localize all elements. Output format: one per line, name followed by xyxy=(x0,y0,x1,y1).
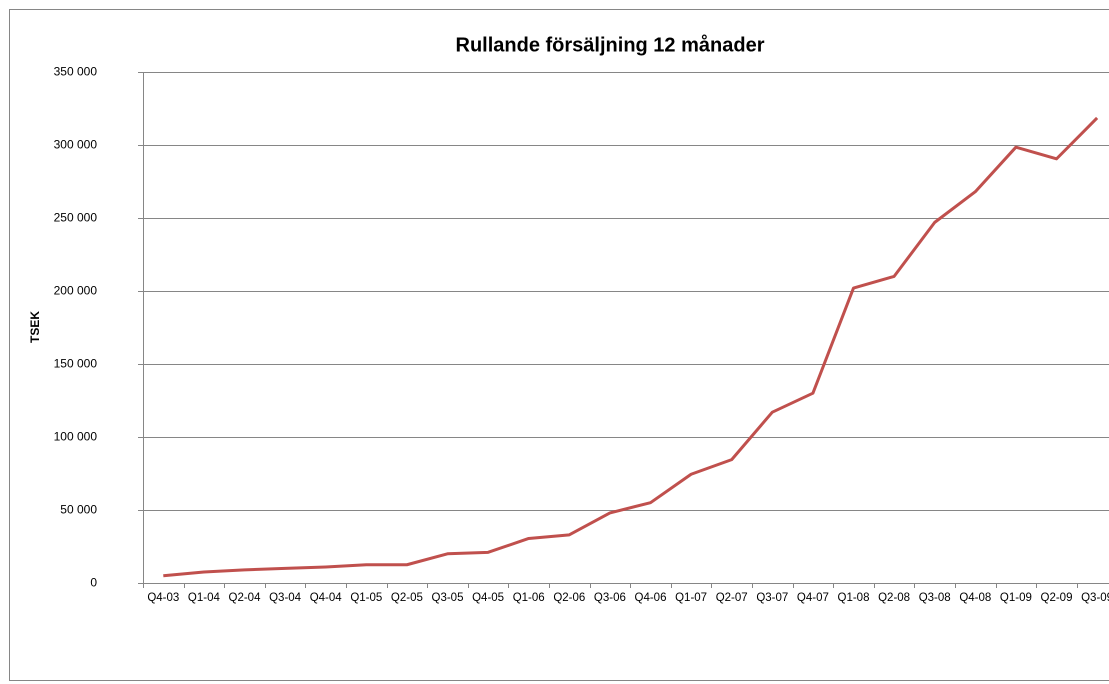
x-tick-label: Q1-05 xyxy=(350,592,382,604)
x-tick-label: Q2-08 xyxy=(878,592,910,604)
y-tick-label: 350 000 xyxy=(54,65,98,79)
x-tick-label: Q3-07 xyxy=(756,592,788,604)
x-tick-label: Q1-06 xyxy=(513,592,545,604)
x-tick-label: Q3-05 xyxy=(432,592,464,604)
x-tick-label: Q3-08 xyxy=(919,592,951,604)
y-tick-label: 150 000 xyxy=(54,357,98,371)
x-tick-label: Q2-05 xyxy=(391,592,423,604)
x-tick-label: Q1-09 xyxy=(1000,592,1032,604)
y-tick-label: 300 000 xyxy=(54,138,98,152)
x-tick-label: Q2-07 xyxy=(716,592,748,604)
y-tick-label: 100 000 xyxy=(54,430,98,444)
y-tick-label: 250 000 xyxy=(54,211,98,225)
x-tick-label: Q4-06 xyxy=(635,592,667,604)
x-tick-label: Q1-04 xyxy=(188,592,221,604)
x-tick-label: Q1-08 xyxy=(838,592,870,604)
x-tick-label: Q4-08 xyxy=(959,592,991,604)
x-tick-label: Q3-09 xyxy=(1081,592,1109,604)
x-tick-label: Q4-07 xyxy=(797,592,829,604)
x-tick-label: Q3-06 xyxy=(594,592,626,604)
x-tick-label: Q1-07 xyxy=(675,592,707,604)
y-axis-label: TSEK xyxy=(28,311,42,343)
x-tick-label: Q3-04 xyxy=(269,592,302,604)
x-tick-label: Q4-03 xyxy=(147,592,179,604)
y-tick-label: 0 xyxy=(90,576,97,590)
line-series xyxy=(163,116,1099,578)
x-tick-label: Q2-06 xyxy=(553,592,585,604)
x-tick-label: Q2-04 xyxy=(229,592,262,604)
x-tick-label: Q4-04 xyxy=(310,592,343,604)
y-tick-label: 200 000 xyxy=(54,284,98,298)
x-tick-label: Q4-05 xyxy=(472,592,504,604)
chart-frame xyxy=(9,9,1109,681)
chart-title: Rullande försäljning 12 månader xyxy=(456,33,765,56)
y-tick-label: 50 000 xyxy=(60,503,97,517)
x-tick-label: Q2-09 xyxy=(1041,592,1073,604)
